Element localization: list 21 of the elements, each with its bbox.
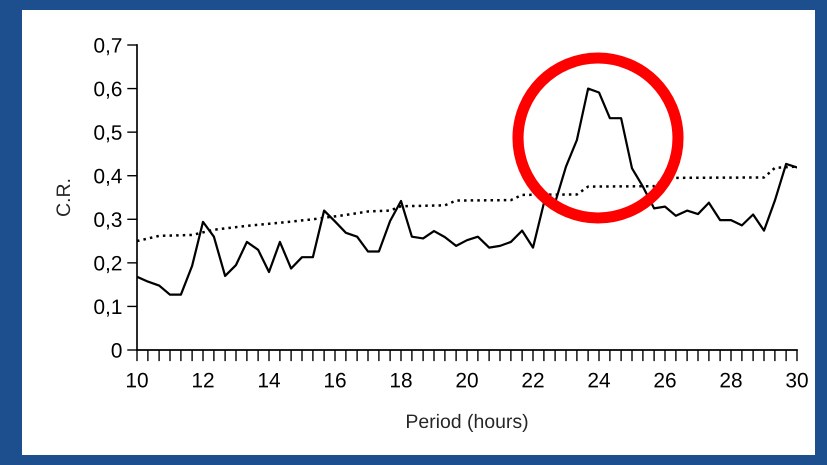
y-tick-label: 0,6 bbox=[94, 82, 122, 99]
y-tick-label: 0,4 bbox=[94, 168, 122, 186]
y-axis-title: C.R. bbox=[56, 180, 70, 216]
y-tick-label: 0 bbox=[112, 343, 122, 358]
x-axis-title: Period (hours) bbox=[407, 414, 528, 432]
x-tick-label: 20 bbox=[456, 372, 478, 388]
y-tick-label: 0,2 bbox=[94, 256, 122, 274]
x-tick-label: 26 bbox=[654, 372, 676, 388]
y-tick-label: 0,7 bbox=[94, 38, 122, 56]
x-tick-label: 12 bbox=[193, 372, 214, 388]
x-tick-label: 24 bbox=[588, 372, 610, 388]
y-tick-label: 0,1 bbox=[94, 299, 122, 317]
x-tick-label: 14 bbox=[259, 372, 280, 388]
x-tick-label: 18 bbox=[391, 372, 412, 388]
x-tick-label: 16 bbox=[325, 372, 346, 388]
x-tick-label: 30 bbox=[786, 372, 808, 388]
x-tick-label: 22 bbox=[522, 372, 544, 388]
y-tick-label: 0,3 bbox=[94, 212, 122, 230]
x-tick-label: 10 bbox=[127, 372, 148, 388]
x-tick-label: 28 bbox=[720, 372, 742, 388]
y-tick-label: 0,5 bbox=[94, 125, 122, 142]
